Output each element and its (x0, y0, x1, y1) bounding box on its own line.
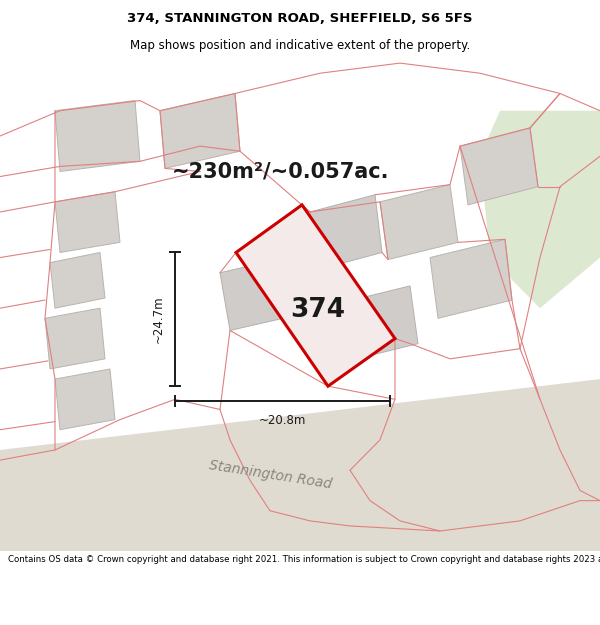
Text: Stannington Road: Stannington Road (208, 459, 332, 492)
Polygon shape (236, 205, 395, 386)
Polygon shape (50, 253, 105, 308)
Polygon shape (460, 128, 538, 205)
Polygon shape (310, 195, 382, 270)
Text: ~24.7m: ~24.7m (152, 296, 165, 343)
Polygon shape (160, 94, 240, 168)
Polygon shape (55, 192, 120, 253)
Text: Map shows position and indicative extent of the property.: Map shows position and indicative extent… (130, 39, 470, 51)
Polygon shape (480, 111, 600, 308)
Text: ~20.8m: ~20.8m (259, 414, 306, 426)
Text: 374, STANNINGTON ROAD, SHEFFIELD, S6 5FS: 374, STANNINGTON ROAD, SHEFFIELD, S6 5FS (127, 12, 473, 25)
Polygon shape (55, 369, 115, 430)
Polygon shape (220, 256, 305, 331)
Polygon shape (55, 101, 140, 171)
Text: Contains OS data © Crown copyright and database right 2021. This information is : Contains OS data © Crown copyright and d… (8, 555, 600, 564)
Polygon shape (430, 239, 512, 318)
Polygon shape (340, 286, 418, 361)
Text: 374: 374 (290, 298, 346, 323)
Polygon shape (380, 184, 458, 259)
Polygon shape (45, 308, 105, 369)
Text: ~230m²/~0.057ac.: ~230m²/~0.057ac. (171, 161, 389, 181)
Polygon shape (0, 379, 600, 551)
